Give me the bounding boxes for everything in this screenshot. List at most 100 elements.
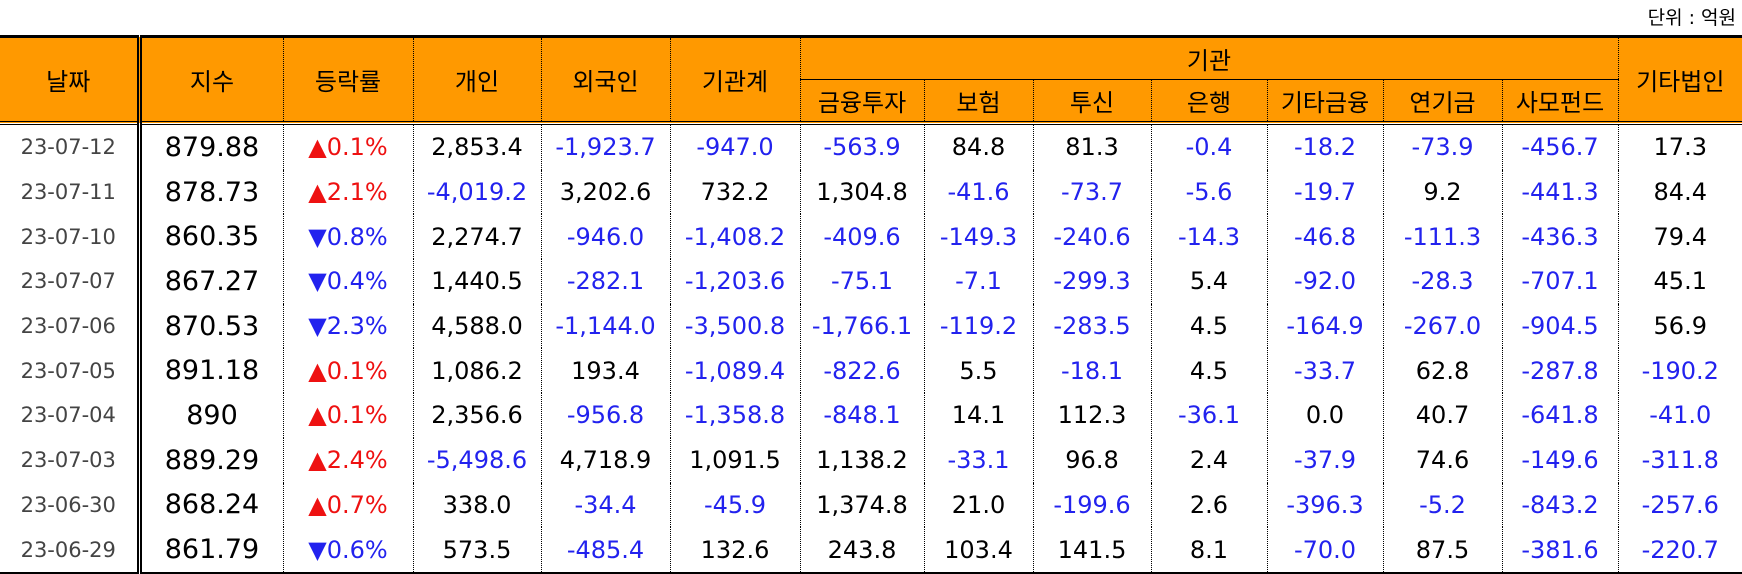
value-cell: -33.1: [923, 437, 1033, 483]
value-cell: 878.73: [138, 169, 283, 215]
value-cell: 3,202.6: [540, 169, 670, 215]
sub-header: 보험: [923, 79, 1033, 125]
value-cell: 879.88: [138, 123, 283, 170]
sub-header: 사모펀드: [1501, 79, 1618, 125]
value-cell: 243.8: [799, 527, 924, 574]
value-cell: 891.18: [138, 348, 283, 394]
column-header: 기타법인: [1617, 35, 1742, 125]
value-cell: 2.6: [1150, 482, 1267, 528]
value-cell: 62.8: [1382, 348, 1502, 394]
column-header: 기관계: [669, 35, 800, 125]
value-cell: -149.6: [1501, 437, 1618, 483]
value-cell: -1,358.8: [669, 393, 800, 438]
value-cell: -3,500.8: [669, 303, 800, 349]
value-cell: ▲2.1%: [282, 169, 413, 215]
group-header: 기관: [799, 35, 1618, 80]
value-cell: 5.4: [1150, 259, 1267, 304]
table-row: 23-07-06 870.53 ▼2.3% 4,588.0 -1,144.0 -3,500…: [0, 303, 1742, 349]
value-cell: 5.5: [923, 348, 1033, 394]
value-cell: -75.1: [799, 259, 924, 304]
value-cell: -1,144.0: [540, 303, 670, 349]
value-cell: -28.3: [1382, 259, 1502, 304]
value-cell: -92.0: [1266, 259, 1383, 304]
date-cell: 23-06-30: [0, 482, 142, 528]
value-cell: -46.8: [1266, 214, 1383, 260]
date-cell: 23-07-07: [0, 259, 142, 304]
date-cell: 23-07-12: [0, 123, 142, 170]
value-cell: -1,089.4: [669, 348, 800, 394]
table-row: 23-07-11 878.73 ▲2.1% -4,019.2 3,202.6 732.2 1…: [0, 169, 1742, 215]
value-cell: 2,356.6: [412, 393, 541, 438]
value-cell: -5.6: [1150, 169, 1267, 215]
date-cell: 23-07-10: [0, 214, 142, 260]
value-cell: -456.7: [1501, 123, 1618, 170]
sub-header: 은행: [1150, 79, 1267, 125]
value-cell: ▲0.1%: [282, 348, 413, 394]
value-cell: -19.7: [1266, 169, 1383, 215]
value-cell: 4,718.9: [540, 437, 670, 483]
sub-header: 연기금: [1382, 79, 1502, 125]
value-cell: 141.5: [1032, 527, 1151, 574]
value-cell: -287.8: [1501, 348, 1618, 394]
table-row: 23-06-30 868.24 ▲0.7% 338.0 -34.4 -45.9 1,374.…: [0, 482, 1742, 528]
value-cell: 103.4: [923, 527, 1033, 574]
table-row: 23-07-12 879.88 ▲0.1% 2,853.4 -1,923.7 -947.0…: [0, 123, 1742, 170]
value-cell: -0.4: [1150, 123, 1267, 170]
value-cell: -1,766.1: [799, 303, 924, 349]
value-cell: 8.1: [1150, 527, 1267, 574]
value-cell: 9.2: [1382, 169, 1502, 215]
value-cell: 870.53: [138, 303, 283, 349]
value-cell: 338.0: [412, 482, 541, 528]
value-cell: 1,086.2: [412, 348, 541, 394]
value-cell: -641.8: [1501, 393, 1618, 438]
value-cell: -14.3: [1150, 214, 1267, 260]
column-header: 지수: [138, 35, 283, 125]
value-cell: 861.79: [138, 527, 283, 574]
value-cell: -220.7: [1617, 527, 1742, 574]
column-header: 등락률: [282, 35, 413, 125]
value-cell: -34.4: [540, 482, 670, 528]
value-cell: -5.2: [1382, 482, 1502, 528]
value-cell: -37.9: [1266, 437, 1383, 483]
value-cell: -199.6: [1032, 482, 1151, 528]
value-cell: ▲0.7%: [282, 482, 413, 528]
value-cell: -1,923.7: [540, 123, 670, 170]
value-cell: 132.6: [669, 527, 800, 574]
value-cell: 21.0: [923, 482, 1033, 528]
value-cell: -33.7: [1266, 348, 1383, 394]
value-cell: 193.4: [540, 348, 670, 394]
date-cell: 23-07-11: [0, 169, 142, 215]
value-cell: -240.6: [1032, 214, 1151, 260]
value-cell: 14.1: [923, 393, 1033, 438]
value-cell: -283.5: [1032, 303, 1151, 349]
value-cell: -485.4: [540, 527, 670, 574]
value-cell: 79.4: [1617, 214, 1742, 260]
value-cell: ▼0.6%: [282, 527, 413, 574]
unit-label: 단위 : 억원: [1647, 7, 1736, 29]
table-row: 23-07-07 867.27 ▼0.4% 1,440.5 -282.1 -1,203.6…: [0, 259, 1742, 304]
value-cell: -5,498.6: [412, 437, 541, 483]
column-header: 날짜: [0, 35, 142, 125]
value-cell: ▼2.3%: [282, 303, 413, 349]
table-header: 날짜 지수 등락률 개인 외국인 기관계 기관 기타법인 금융투자 보험 투신 은행 기타금융 연기금 사모…: [0, 35, 1742, 125]
value-cell: -848.1: [799, 393, 924, 438]
value-cell: 1,440.5: [412, 259, 541, 304]
value-cell: -381.6: [1501, 527, 1618, 574]
value-cell: ▲0.1%: [282, 393, 413, 438]
value-cell: 889.29: [138, 437, 283, 483]
value-cell: 96.8: [1032, 437, 1151, 483]
value-cell: -707.1: [1501, 259, 1618, 304]
value-cell: 74.6: [1382, 437, 1502, 483]
value-cell: -36.1: [1150, 393, 1267, 438]
value-cell: -73.9: [1382, 123, 1502, 170]
value-cell: 4,588.0: [412, 303, 541, 349]
sub-header: 투신: [1032, 79, 1151, 125]
value-cell: -119.2: [923, 303, 1033, 349]
value-cell: 2,274.7: [412, 214, 541, 260]
sub-header: 기타금융: [1266, 79, 1383, 125]
value-cell: ▲2.4%: [282, 437, 413, 483]
table-row: 23-07-10 860.35 ▼0.8% 2,274.7 -946.0 -1,408.2…: [0, 214, 1742, 260]
value-cell: ▼0.4%: [282, 259, 413, 304]
value-cell: -563.9: [799, 123, 924, 170]
